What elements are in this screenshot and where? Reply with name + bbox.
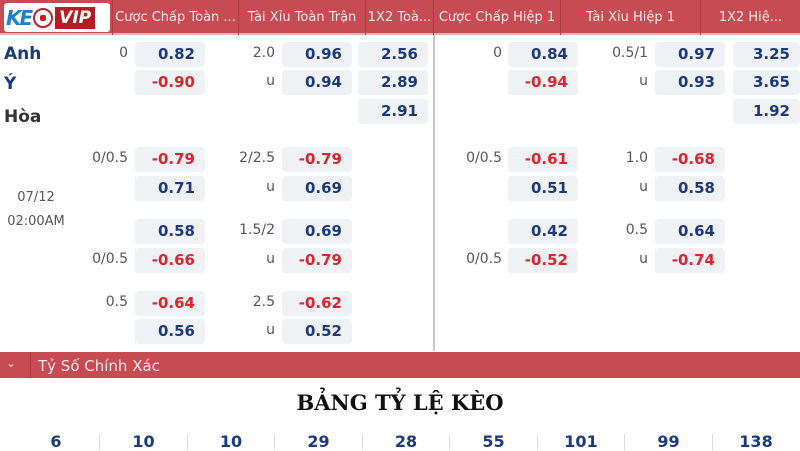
match-date: 07/12 <box>17 190 55 205</box>
draw-label: Hòa <box>4 107 42 127</box>
h1-over-under-line: 0.5/1 <box>612 45 648 61</box>
handicap-odds[interactable]: 0.82 <box>135 42 205 67</box>
handicap-odds[interactable]: -0.79 <box>135 147 205 172</box>
h1-over-under-line: 1.0 <box>625 150 648 166</box>
1x2-odds[interactable]: 2.89 <box>358 70 428 95</box>
h1-over-under-line: u <box>639 73 648 89</box>
h1-over-under-odds[interactable]: -0.68 <box>655 147 725 172</box>
column-header[interactable]: Tài Xỉu Hiệp 1 <box>560 0 700 35</box>
score-odds[interactable]: 138 <box>739 432 773 451</box>
score-odds[interactable]: 10 <box>219 432 243 451</box>
score-odds[interactable]: 99 <box>657 432 680 451</box>
divider <box>30 352 31 378</box>
h1-1x2-odds[interactable]: 3.65 <box>733 70 800 95</box>
over-under-odds[interactable]: -0.79 <box>282 248 352 273</box>
h1-handicap-odds[interactable]: -0.94 <box>508 70 578 95</box>
logo-vip-text: VIP <box>55 6 96 29</box>
over-under-line: 2.5 <box>252 294 275 310</box>
team-home: Anh <box>4 44 42 64</box>
divider <box>361 434 363 450</box>
h1-over-under-odds[interactable]: 0.64 <box>655 219 725 244</box>
h1-handicap-odds[interactable]: -0.61 <box>508 147 578 172</box>
over-under-odds[interactable]: 0.52 <box>282 319 352 344</box>
over-under-line: u <box>266 251 275 267</box>
column-header[interactable]: Cược Chấp Hiệp 1 <box>433 0 560 35</box>
handicap-odds[interactable]: 0.56 <box>135 319 205 344</box>
section-label: Tỷ Số Chính Xác <box>38 357 160 375</box>
h1-handicap-odds[interactable]: 0.84 <box>508 42 578 67</box>
h1-over-under-line: u <box>639 179 648 195</box>
handicap-line: 0/0.5 <box>92 251 128 267</box>
over-under-line: u <box>266 179 275 195</box>
handicap-line: 0/0.5 <box>92 150 128 166</box>
divider <box>449 434 450 450</box>
score-odds[interactable]: 28 <box>394 432 418 451</box>
score-odds[interactable]: 55 <box>482 432 505 451</box>
h1-over-under-odds[interactable]: 0.93 <box>655 70 725 95</box>
divider <box>711 434 713 450</box>
handicap-odds[interactable]: 0.71 <box>135 176 205 201</box>
h1-handicap-odds[interactable]: 0.42 <box>508 219 578 244</box>
logo-keo-text: KE <box>6 5 33 30</box>
score-odds[interactable]: 10 <box>132 432 155 451</box>
over-under-odds[interactable]: 0.69 <box>282 219 352 244</box>
handicap-line: 0 <box>119 45 128 61</box>
score-odds[interactable]: 101 <box>564 432 598 451</box>
over-under-odds[interactable]: 0.69 <box>282 176 352 201</box>
over-under-line: 2.0 <box>252 45 275 61</box>
over-under-line: 1.5/2 <box>239 222 275 238</box>
match-time: 02:00AM <box>7 214 65 229</box>
h1-over-under-odds[interactable]: -0.74 <box>655 248 725 273</box>
divider <box>99 434 100 450</box>
h1-handicap-line: 0/0.5 <box>466 150 502 166</box>
divider <box>274 434 275 450</box>
score-odds[interactable]: 29 <box>307 432 330 451</box>
over-under-odds[interactable]: 0.96 <box>282 42 352 67</box>
over-under-odds[interactable]: -0.79 <box>282 147 352 172</box>
chevron-down-icon[interactable]: ⌄ <box>6 356 17 370</box>
1x2-odds[interactable]: 2.91 <box>358 99 428 124</box>
column-header[interactable]: 1X2 Hiệ... <box>700 0 800 35</box>
odds-table-header: Cược Chấp Toàn ... Tài Xỉu Toàn Trận 1X2 T… <box>0 0 800 35</box>
page-title: BẢNG TỶ LỆ KÈO <box>296 390 504 415</box>
h1-over-under-odds[interactable]: 0.97 <box>655 42 725 67</box>
h1-handicap-odds[interactable]: 0.51 <box>508 176 578 201</box>
column-header[interactable]: Cược Chấp Toàn ... <box>112 0 238 35</box>
over-under-line: 2/2.5 <box>239 150 275 166</box>
divider <box>624 434 625 450</box>
keovip-logo: KE VIP <box>4 3 110 32</box>
over-under-line: u <box>266 322 275 338</box>
h1-handicap-odds[interactable]: -0.52 <box>508 248 578 273</box>
h1-over-under-line: u <box>639 251 648 267</box>
handicap-odds[interactable]: 0.58 <box>135 219 205 244</box>
over-under-line: u <box>266 73 275 89</box>
h1-handicap-line: 0/0.5 <box>466 251 502 267</box>
handicap-line: 0.5 <box>105 294 128 310</box>
section-correct-score[interactable]: ⌄ Tỷ Số Chính Xác <box>0 352 800 378</box>
divider <box>186 434 188 450</box>
h1-1x2-odds[interactable]: 1.92 <box>733 99 800 124</box>
h1-over-under-line: 0.5 <box>625 222 648 238</box>
column-header[interactable]: 1X2 Toà... <box>365 0 433 35</box>
handicap-odds[interactable]: -0.64 <box>135 291 205 316</box>
handicap-odds[interactable]: -0.66 <box>135 248 205 273</box>
over-under-odds[interactable]: -0.62 <box>282 291 352 316</box>
score-odds-row: 6 10 10 29 28 55 101 99 138 <box>0 432 800 451</box>
divider <box>536 434 538 450</box>
h1-1x2-odds[interactable]: 3.25 <box>733 42 800 67</box>
h1-over-under-odds[interactable]: 0.58 <box>655 176 725 201</box>
handicap-odds[interactable]: -0.90 <box>135 70 205 95</box>
score-odds[interactable]: 6 <box>50 432 62 451</box>
over-under-odds[interactable]: 0.94 <box>282 70 352 95</box>
h1-handicap-line: 0 <box>493 45 502 61</box>
soccer-ball-icon <box>33 7 54 28</box>
half-divider <box>433 35 435 351</box>
1x2-odds[interactable]: 2.56 <box>358 42 428 67</box>
team-away: Ý <box>4 74 17 94</box>
column-header[interactable]: Tài Xỉu Toàn Trận <box>238 0 365 35</box>
